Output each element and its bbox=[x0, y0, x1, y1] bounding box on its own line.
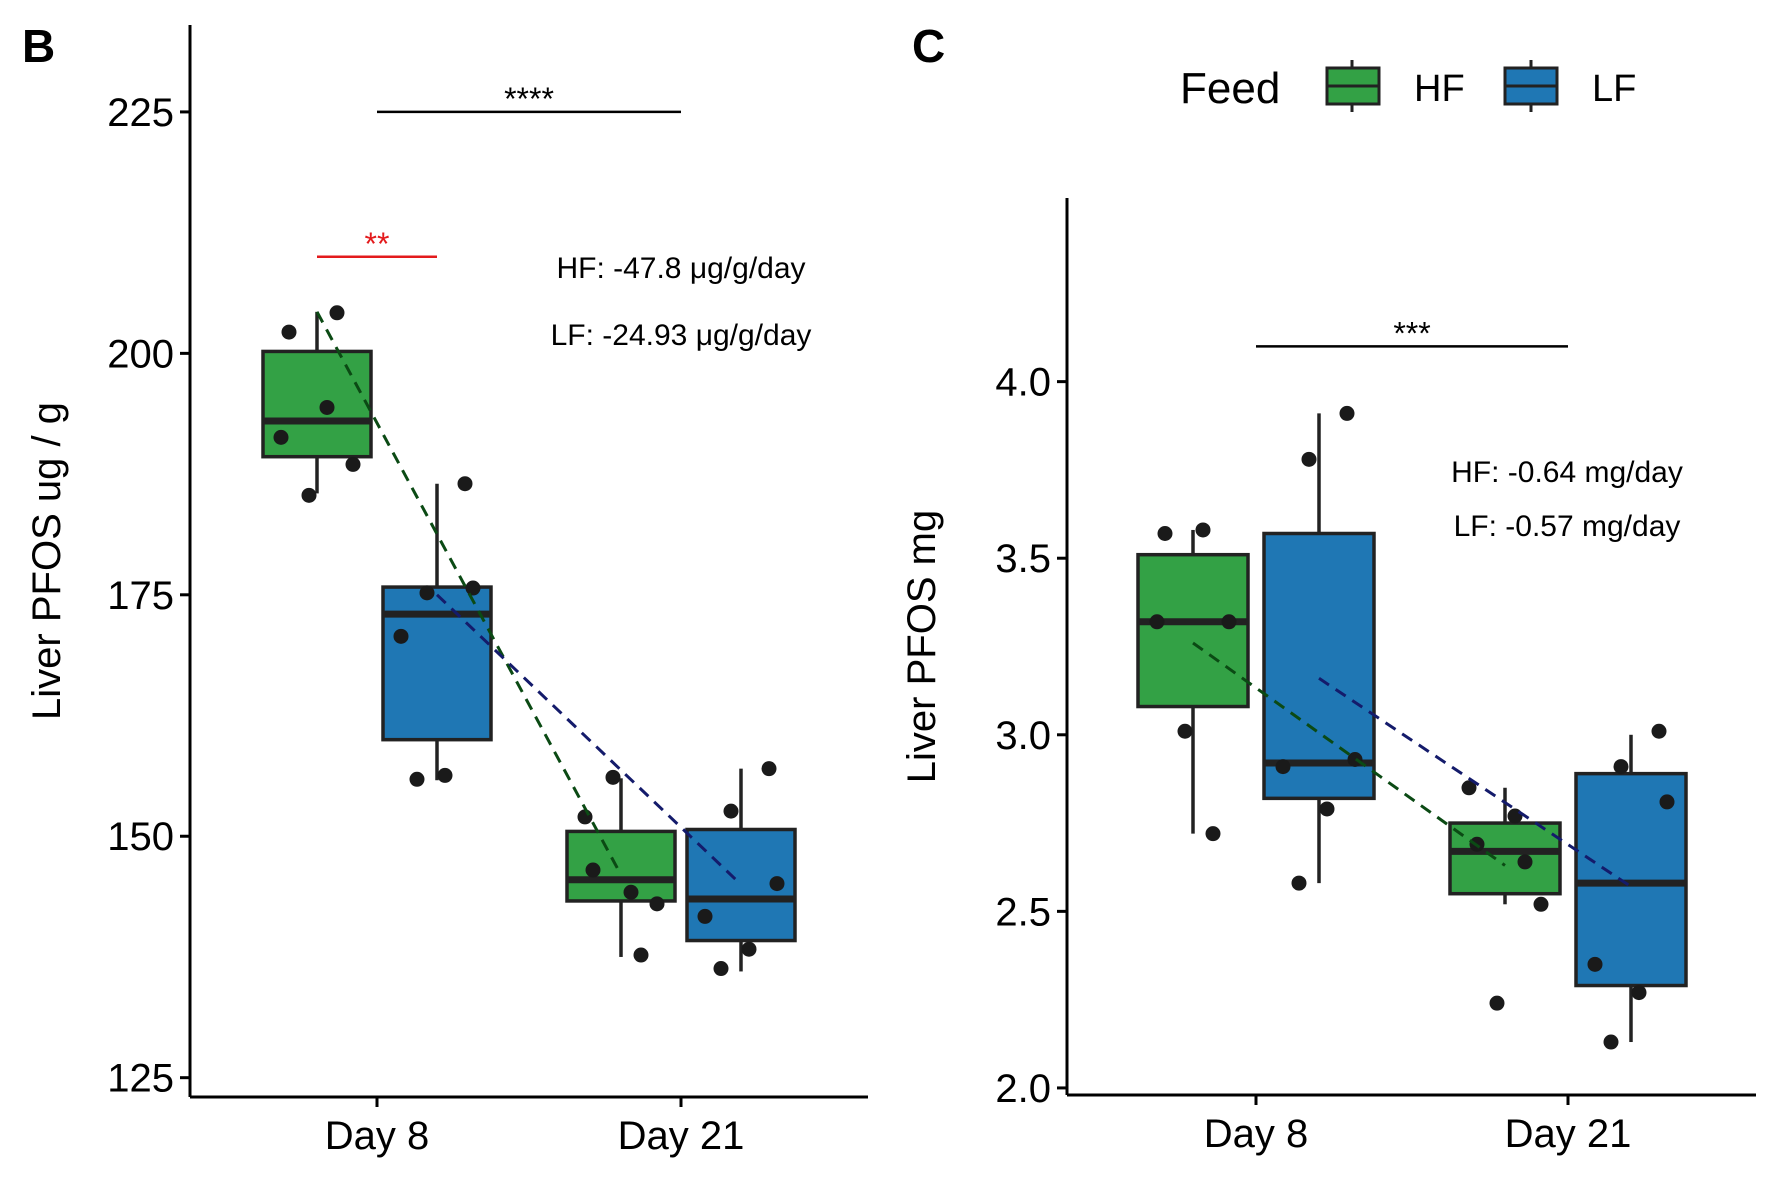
panel-c-marks: 2.0 2.5 3.0 3.5 4.0 Day 8 Day 21 *** bbox=[995, 198, 1756, 1156]
panel-c-lf-point bbox=[1659, 794, 1675, 810]
panel-c-lf-point bbox=[1587, 956, 1603, 972]
panel-c-x-tick-label: Day 21 bbox=[1505, 1112, 1632, 1156]
panel-b-lf-point bbox=[409, 771, 425, 787]
panel-c-y-axis-label: Liver PFOS mg bbox=[900, 510, 944, 783]
panel-c-hf-point bbox=[1489, 995, 1505, 1011]
panel-b-lf-point bbox=[761, 761, 777, 777]
panel-b-annotation-hf: HF: -47.8 μg/g/day bbox=[556, 252, 805, 285]
panel-b-hf-trend-line bbox=[315, 311, 623, 876]
panel-b-lf-point bbox=[419, 585, 435, 601]
panel-c-hf-point bbox=[1533, 896, 1549, 912]
panel-b-lf-point bbox=[713, 961, 729, 977]
panel-b-hf-point bbox=[605, 769, 621, 785]
legend: Feed HF LF bbox=[1180, 60, 1636, 113]
panel-b-hf-point bbox=[273, 429, 289, 445]
panel-c-hf-point bbox=[1461, 780, 1477, 796]
panel-c-lf-point bbox=[1631, 985, 1647, 1001]
legend-key-hf bbox=[1325, 60, 1381, 112]
panel-c-hf-box bbox=[1136, 552, 1250, 709]
panel-b-x-tick-label: Day 8 bbox=[325, 1114, 430, 1158]
legend-label-hf: HF bbox=[1414, 68, 1465, 110]
panel-c-lf-point bbox=[1291, 875, 1307, 891]
panel-c-significance-label: *** bbox=[1393, 315, 1430, 351]
panel-b-lf-point bbox=[723, 803, 739, 819]
panel-c-lf-point bbox=[1275, 759, 1291, 775]
panel-c-lf-point bbox=[1347, 752, 1363, 768]
panel-b-y-tick-label: 175 bbox=[107, 574, 174, 618]
panel-c-hf-point bbox=[1507, 808, 1523, 824]
panel-c-annotation-hf: HF: -0.64 mg/day bbox=[1451, 456, 1683, 489]
panel-b: B Liver PFOS ug / g 125 150 175 200 225 Day 8… bbox=[22, 20, 868, 1158]
legend-key-lf bbox=[1503, 60, 1559, 112]
panel-b-lf-point bbox=[697, 908, 713, 924]
panel-c-hf-point bbox=[1195, 522, 1211, 538]
panel-b-hf-point bbox=[345, 456, 361, 472]
panel-b-hf-point bbox=[633, 947, 649, 963]
panel-c-y-tick-label: 3.0 bbox=[995, 714, 1051, 758]
panel-b-lf-point bbox=[741, 941, 757, 957]
panel-b-hf-point bbox=[649, 896, 665, 912]
panel-b-hf-point bbox=[281, 324, 297, 340]
panel-b-lf-box bbox=[381, 585, 493, 742]
panel-b-y-tick-label: 225 bbox=[107, 91, 174, 135]
panel-c-lf-point bbox=[1651, 723, 1667, 739]
panel-b-significance-label: **** bbox=[504, 81, 554, 117]
panel-c-lf-point bbox=[1301, 451, 1317, 467]
panel-c-lf-trend-line bbox=[1318, 677, 1632, 888]
panel-c-hf-trend-line bbox=[1192, 641, 1506, 867]
panel-b-lf-point bbox=[393, 628, 409, 644]
panel-b-hf-point bbox=[577, 809, 593, 825]
panel-c-hf-point bbox=[1149, 614, 1165, 630]
panel-b-lf-point bbox=[457, 476, 473, 492]
panel-b-x-tick-label: Day 21 bbox=[618, 1114, 745, 1158]
panel-c-hf-point bbox=[1221, 614, 1237, 630]
legend-label-lf: LF bbox=[1592, 68, 1636, 110]
panel-c-y-tick-label: 2.5 bbox=[995, 890, 1051, 934]
panel-c-x-tick-label: Day 8 bbox=[1204, 1112, 1309, 1156]
panel-c-hf-point bbox=[1205, 826, 1221, 842]
panel-b-annotation-lf: LF: -24.93 μg/g/day bbox=[551, 319, 812, 352]
panel-b-y-axis-label: Liver PFOS ug / g bbox=[25, 402, 69, 720]
panel-b-y-tick-label: 125 bbox=[107, 1057, 174, 1101]
panel-c-lf-point bbox=[1613, 759, 1629, 775]
panel-b-lf-point bbox=[465, 580, 481, 596]
panel-c-lf-point bbox=[1339, 405, 1355, 421]
panel-c-letter: C bbox=[912, 20, 945, 72]
panel-b-significance-label: ** bbox=[365, 226, 390, 262]
panel-c-lf-point bbox=[1603, 1034, 1619, 1050]
panel-b-lf-point bbox=[437, 767, 453, 783]
panel-c-y-tick-label: 2.0 bbox=[995, 1067, 1051, 1111]
panel-c-hf-point bbox=[1177, 723, 1193, 739]
panel-c-y-tick-label: 4.0 bbox=[995, 361, 1051, 405]
panel-c-hf-point bbox=[1157, 525, 1173, 541]
legend-title: Feed bbox=[1180, 64, 1280, 113]
panel-b-lf-point bbox=[769, 876, 785, 892]
panel-c: C Liver PFOS mg 2.0 2.5 3.0 3.5 4.0 Day 8 Day … bbox=[900, 20, 1756, 1156]
panel-b-hf-point bbox=[301, 487, 317, 503]
panel-b-hf-box bbox=[565, 829, 677, 903]
panel-b-y-tick-label: 200 bbox=[107, 332, 174, 376]
panel-b-hf-point bbox=[623, 884, 639, 900]
panel-c-annotation-lf: LF: -0.57 mg/day bbox=[1454, 510, 1681, 543]
panel-c-hf-point bbox=[1517, 854, 1533, 870]
panel-b-hf-point bbox=[329, 305, 345, 321]
panel-c-lf-point bbox=[1319, 801, 1335, 817]
panel-b-y-tick-label: 150 bbox=[107, 815, 174, 859]
panel-b-hf-point bbox=[319, 399, 335, 415]
panel-b-lf-trend-line bbox=[435, 593, 743, 886]
panel-c-y-tick-label: 3.5 bbox=[995, 537, 1051, 581]
panel-b-hf-point bbox=[585, 862, 601, 878]
panel-c-hf-box bbox=[1448, 821, 1562, 896]
panel-b-letter: B bbox=[22, 20, 55, 72]
